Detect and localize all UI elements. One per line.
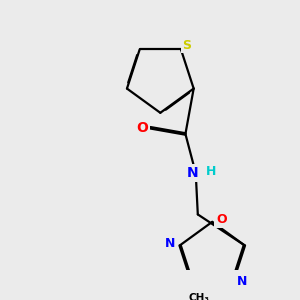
Text: S: S	[183, 39, 192, 52]
Text: N: N	[187, 166, 198, 180]
Text: CH₃: CH₃	[188, 293, 209, 300]
Text: O: O	[216, 213, 226, 226]
Text: N: N	[165, 237, 175, 250]
Text: O: O	[136, 121, 148, 135]
Text: H: H	[206, 165, 217, 178]
Text: N: N	[237, 274, 248, 287]
